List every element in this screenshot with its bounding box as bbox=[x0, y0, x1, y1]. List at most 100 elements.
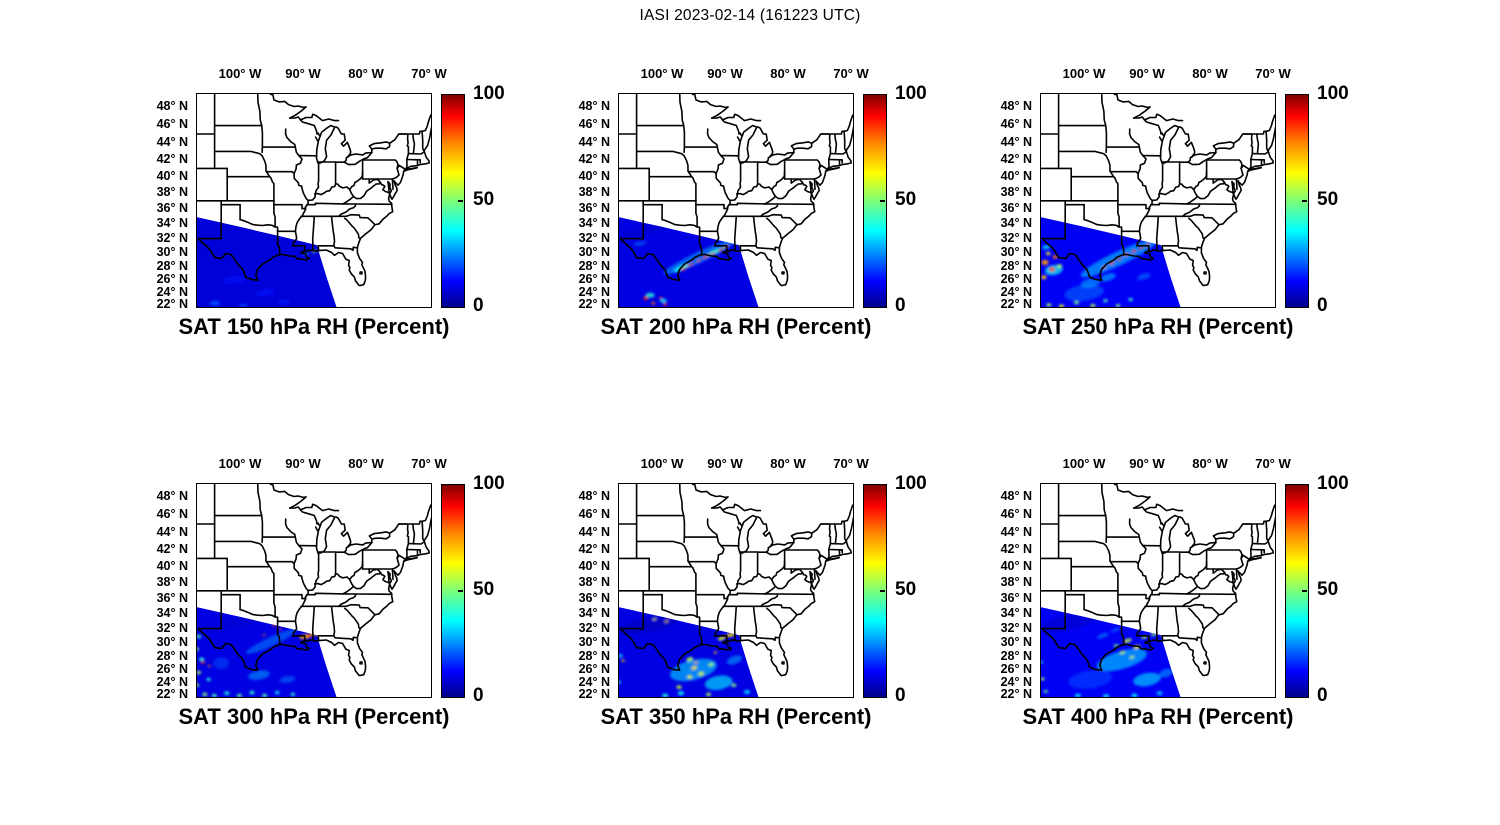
colorbar-tick-label: 0 bbox=[473, 685, 484, 706]
colorbar-tick-label: 100 bbox=[473, 83, 505, 104]
colorbar-mid-tick bbox=[458, 200, 463, 202]
colorbar-tick-label: 0 bbox=[895, 295, 906, 316]
lat-tick-label: 26° N bbox=[1000, 272, 1032, 286]
rh-feature bbox=[1103, 299, 1108, 303]
lat-tick-label: 26° N bbox=[578, 662, 610, 676]
rh-feature bbox=[1041, 260, 1049, 265]
lat-tick-label: 30° N bbox=[1000, 245, 1032, 259]
rh-feature bbox=[279, 675, 296, 684]
state-boundaries bbox=[618, 93, 854, 287]
lat-tick-label: 36° N bbox=[1000, 201, 1032, 215]
lat-tick-label: 38° N bbox=[156, 575, 188, 589]
rh-feature bbox=[206, 677, 211, 682]
lat-tick-label: 32° N bbox=[156, 621, 188, 635]
rh-feature bbox=[1159, 668, 1173, 678]
colorbar-tick-label: 50 bbox=[473, 579, 495, 600]
colorbar-tick-label: 50 bbox=[895, 189, 917, 210]
colorbar-tick-label: 100 bbox=[895, 83, 927, 104]
colorbar-tick-label: 0 bbox=[473, 295, 484, 316]
state-boundaries bbox=[1040, 483, 1276, 677]
lat-tick-label: 22° N bbox=[1000, 297, 1032, 311]
lon-tick-label: 90° W bbox=[707, 456, 743, 471]
lat-tick-label: 48° N bbox=[578, 99, 610, 113]
colorbar-tick-label: 100 bbox=[1317, 83, 1349, 104]
lat-tick-label: 22° N bbox=[1000, 687, 1032, 701]
rh-feature bbox=[1100, 273, 1116, 282]
rh-feature bbox=[308, 634, 312, 637]
rh-feature bbox=[1040, 613, 1098, 632]
lat-tick-label: 40° N bbox=[578, 559, 610, 573]
lat-tick-label: 28° N bbox=[156, 259, 188, 273]
state-boundaries bbox=[196, 93, 432, 287]
rh-feature bbox=[1042, 245, 1051, 250]
rh-feature bbox=[1046, 303, 1052, 307]
rh-feature bbox=[691, 665, 698, 670]
rh-feature bbox=[1110, 627, 1121, 633]
lat-tick-label: 48° N bbox=[1000, 99, 1032, 113]
lat-tick-label: 48° N bbox=[578, 489, 610, 503]
rh-feature bbox=[1056, 264, 1063, 268]
rh-feature bbox=[1116, 257, 1122, 261]
lat-tick-label: 36° N bbox=[1000, 591, 1032, 605]
rh-feature bbox=[1043, 690, 1048, 693]
rh-feature bbox=[201, 661, 205, 664]
rh-feature bbox=[1074, 693, 1081, 698]
rh-feature bbox=[248, 670, 270, 680]
lat-tick-label: 40° N bbox=[156, 559, 188, 573]
figure-title: IASI 2023-02-14 (161223 UTC) bbox=[639, 7, 861, 24]
lon-tick-label: 80° W bbox=[348, 456, 384, 471]
rh-feature bbox=[1115, 304, 1121, 308]
lat-tick-label: 26° N bbox=[156, 272, 188, 286]
lat-tick-label: 26° N bbox=[1000, 662, 1032, 676]
lat-tick-label: 34° N bbox=[1000, 216, 1032, 230]
rh-feature bbox=[726, 632, 736, 638]
rh-feature bbox=[1131, 249, 1137, 253]
rh-feature bbox=[1073, 300, 1080, 305]
lat-tick-label: 42° N bbox=[156, 152, 188, 166]
lat-tick-label: 46° N bbox=[156, 507, 188, 521]
lat-tick-label: 30° N bbox=[1000, 635, 1032, 649]
lon-tick-label: 80° W bbox=[1192, 456, 1228, 471]
lon-tick-label: 100° W bbox=[218, 66, 262, 81]
lon-tick-label: 90° W bbox=[285, 66, 321, 81]
rh-feature bbox=[1064, 284, 1104, 302]
lon-tick-label: 70° W bbox=[1255, 456, 1291, 471]
colorbar-mid-tick bbox=[880, 200, 885, 202]
rh-feature bbox=[659, 296, 663, 299]
lat-tick-label: 22° N bbox=[156, 687, 188, 701]
rh-feature bbox=[676, 685, 682, 689]
rh-feature bbox=[688, 263, 694, 267]
lat-tick-label: 28° N bbox=[1000, 649, 1032, 663]
lat-tick-label: 22° N bbox=[578, 687, 610, 701]
rh-feature bbox=[1128, 297, 1133, 302]
rh-feature bbox=[621, 659, 625, 662]
colorbar bbox=[441, 484, 465, 698]
rh-feature bbox=[664, 620, 669, 623]
rh-feature bbox=[652, 617, 657, 621]
rh-feature bbox=[736, 629, 744, 633]
map-sat-250 bbox=[1040, 93, 1276, 308]
lat-tick-label: 28° N bbox=[156, 649, 188, 663]
lon-tick-label: 90° W bbox=[707, 66, 743, 81]
lat-tick-label: 28° N bbox=[578, 259, 610, 273]
rh-feature bbox=[209, 300, 220, 306]
rh-feature bbox=[1137, 273, 1151, 281]
colorbar-mid-tick bbox=[880, 590, 885, 592]
panel-title: SAT 200 hPa RH (Percent) bbox=[600, 314, 872, 339]
rh-feature bbox=[686, 656, 694, 662]
rh-feature bbox=[685, 264, 689, 267]
colorbar-tick-label: 100 bbox=[473, 473, 505, 494]
rh-feature bbox=[202, 692, 208, 697]
lat-tick-label: 24° N bbox=[1000, 285, 1032, 299]
rh-feature bbox=[677, 691, 684, 696]
rh-feature bbox=[703, 255, 708, 259]
rh-feature bbox=[1168, 237, 1178, 241]
colorbar-mid-tick bbox=[458, 590, 463, 592]
lat-tick-label: 46° N bbox=[1000, 117, 1032, 131]
lat-tick-label: 32° N bbox=[156, 231, 188, 245]
lon-tick-label: 100° W bbox=[1062, 66, 1106, 81]
rh-feature bbox=[246, 628, 297, 654]
panel-title: SAT 350 hPa RH (Percent) bbox=[600, 704, 872, 729]
rh-feature bbox=[213, 657, 230, 670]
